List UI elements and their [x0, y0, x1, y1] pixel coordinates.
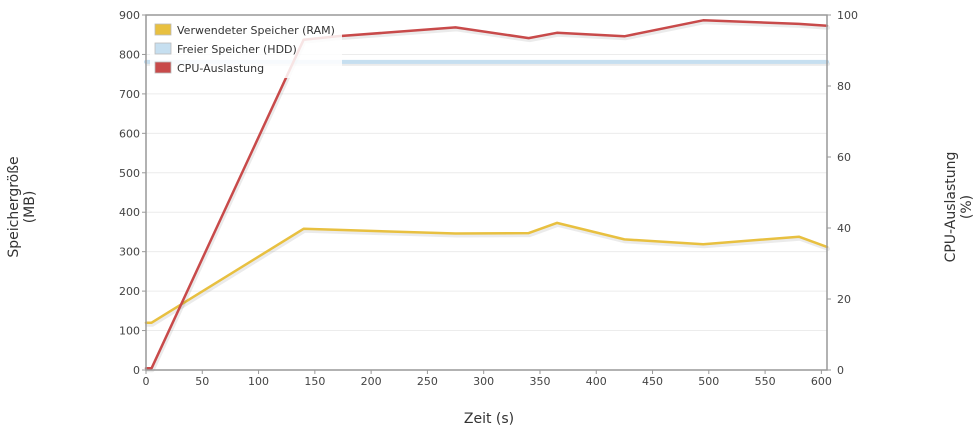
x-tick-label: 400: [586, 375, 607, 388]
y-axis-left-title-line2: (MB): [22, 191, 38, 224]
x-tick-label: 200: [361, 375, 382, 388]
x-tick-label: 550: [755, 375, 776, 388]
x-tick-label: 600: [811, 375, 832, 388]
legend-background: [150, 18, 342, 78]
y-left-tick-label: 300: [119, 246, 140, 259]
series-shadow-verwendeter-speicher-ram: [145, 222, 830, 327]
plot-frame: [145, 14, 828, 371]
y-left-tick-label: 700: [119, 88, 140, 101]
x-tick-label: 50: [195, 375, 209, 388]
legend-label-cpu-auslastung: CPU-Auslastung: [177, 62, 264, 75]
series-line-cpu-auslastung: [144, 19, 829, 370]
y-left-tick-label: 600: [119, 127, 140, 140]
y-left-tick-label: 400: [119, 206, 140, 219]
x-tick-label: 300: [473, 375, 494, 388]
y-axis-right-title-line2: (%): [959, 195, 975, 219]
y-left-tick-label: 200: [119, 285, 140, 298]
x-tick-label: 100: [248, 375, 269, 388]
y-axis-right-title-line1: CPU-Auslastung: [943, 152, 959, 263]
y-right-tick-label: 0: [837, 364, 844, 377]
y-left-tick-label: 800: [119, 48, 140, 61]
y-axis-right-title: CPU-Auslastung (%): [943, 152, 975, 263]
x-tick-label: 500: [698, 375, 719, 388]
y-left-tick-label: 900: [119, 9, 140, 22]
y-right-tick-label: 20: [837, 293, 851, 306]
legend-swatch-verwendeter-speicher-ram: [154, 23, 172, 36]
x-tick-label: 150: [304, 375, 325, 388]
series-shadow-cpu-auslastung: [145, 20, 830, 373]
y-left-tick-label: 100: [119, 325, 140, 338]
y-left-tick-label: 0: [133, 364, 140, 377]
series-line-verwendeter-speicher-ram: [144, 221, 829, 324]
legend-label-verwendeter-speicher-ram: Verwendeter Speicher (RAM): [177, 24, 335, 37]
y-right-tick-label: 60: [837, 151, 851, 164]
ticks: 0 50 100 150 200 250 300 350 400 450 500 550 6000100…: [119, 9, 858, 388]
y-right-tick-label: 80: [837, 80, 851, 93]
legend-swatch-freier-speicher-hdd: [154, 42, 172, 55]
y-right-tick-label: 100: [837, 9, 858, 22]
x-tick-label: 250: [417, 375, 438, 388]
x-tick-label: 450: [642, 375, 663, 388]
x-tick-label: 350: [529, 375, 550, 388]
y-right-tick-label: 40: [837, 222, 851, 235]
y-left-tick-label: 500: [119, 167, 140, 180]
legend-swatch-cpu-auslastung: [154, 61, 172, 74]
y-axis-left-title-line1: Speichergröße: [6, 156, 22, 257]
y-axis-left-title: Speichergröße (MB): [6, 156, 38, 257]
grid: [146, 53, 827, 332]
x-tick-label: 0: [143, 375, 150, 388]
legend-label-freier-speicher-hdd: Freier Speicher (HDD): [177, 43, 297, 56]
legend: Verwendeter Speicher (RAM) Freier Speiche…: [150, 18, 342, 78]
x-axis-title: Zeit (s): [464, 411, 514, 427]
